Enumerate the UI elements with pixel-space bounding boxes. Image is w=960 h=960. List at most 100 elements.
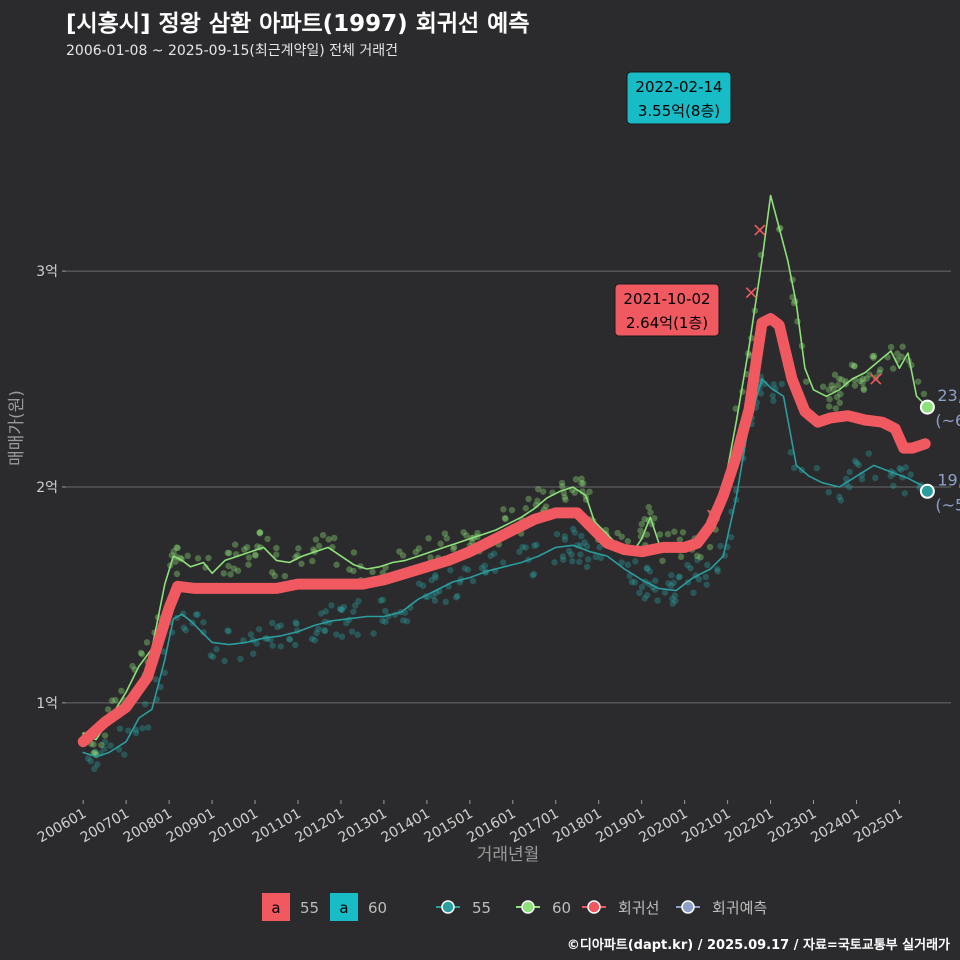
legend-label: 55 (472, 899, 491, 917)
transaction-point (118, 687, 125, 695)
transaction-point (870, 352, 878, 360)
transaction-point (348, 628, 356, 635)
transaction-point (636, 589, 643, 597)
legend-key-label (262, 893, 290, 921)
transaction-point (447, 567, 454, 574)
transaction-point (516, 548, 523, 555)
highlight-mark-layer (707, 224, 882, 521)
transaction-point (312, 536, 320, 543)
annotation-value: 3.55억(8층) (638, 102, 720, 120)
transaction-point (325, 536, 332, 543)
transaction-point (837, 497, 845, 504)
transaction-point (571, 489, 578, 496)
transaction-point (665, 580, 672, 587)
transaction-point (676, 536, 684, 543)
transaction-point (225, 562, 232, 570)
transaction-point (273, 551, 280, 558)
transaction-point (551, 559, 558, 566)
x-tick-label: 202501 (851, 806, 905, 847)
transaction-point (641, 595, 648, 602)
transaction-point (669, 595, 676, 602)
transaction-point (286, 636, 294, 643)
transaction-point (834, 382, 842, 389)
transaction-point (490, 550, 498, 557)
transaction-point (819, 383, 827, 390)
transaction-point (802, 378, 810, 385)
transaction-point (846, 483, 853, 491)
transaction-point (403, 617, 411, 625)
transaction-point (846, 468, 853, 476)
transaction-point (379, 617, 386, 624)
transaction-point (419, 582, 427, 589)
transaction-point (851, 362, 858, 370)
transaction-point (499, 559, 507, 566)
transaction-point (469, 577, 477, 585)
x-tick-label: 201001 (207, 806, 261, 847)
transaction-point (152, 676, 159, 683)
transaction-point (656, 531, 664, 538)
transaction-point (860, 385, 867, 392)
transaction-point (231, 541, 239, 548)
transaction-point (241, 546, 248, 553)
transaction-point (561, 536, 569, 543)
transaction-point (442, 598, 449, 606)
transaction-point (350, 567, 357, 575)
transaction-point (899, 343, 906, 350)
transaction-point (101, 732, 109, 739)
transaction-point (107, 742, 114, 749)
transaction-point (377, 597, 384, 604)
regression-line (77, 313, 931, 748)
transaction-point (902, 464, 909, 471)
transaction-point (268, 619, 276, 627)
transaction-point (399, 617, 407, 624)
endpoint-size-label: (~60㎡) (935, 411, 960, 430)
transaction-point (101, 738, 109, 746)
transaction-point (331, 534, 338, 542)
transaction-point (533, 541, 540, 549)
transaction-point (624, 561, 632, 568)
transaction-point (172, 558, 179, 565)
transaction-point (825, 386, 833, 393)
transaction-point (702, 573, 710, 581)
transaction-point (273, 544, 280, 552)
x-tick-label: 202101 (679, 806, 733, 847)
transaction-point (697, 554, 704, 561)
transaction-point (268, 569, 276, 576)
transaction-point (184, 552, 191, 560)
transaction-point (553, 530, 561, 538)
transaction-point (732, 405, 739, 412)
transaction-point (352, 602, 359, 609)
transaction-point (863, 375, 870, 382)
x-axis-title: 거래년월 (477, 845, 540, 865)
transaction-point (333, 561, 340, 568)
legend-key-glyph: a (271, 899, 280, 917)
transaction-point (322, 627, 329, 635)
transaction-point (194, 555, 202, 562)
endpoint-layer: 23,667 (~60㎡) 19,850 (~55㎡) (919, 386, 960, 514)
transaction-point (298, 560, 305, 567)
transaction-point (542, 503, 550, 510)
x-tick-label: 200901 (164, 806, 218, 847)
transaction-point (522, 505, 529, 512)
transaction-point (592, 553, 599, 561)
transaction-point (717, 542, 724, 550)
transaction-point (108, 697, 116, 704)
transaction-point (160, 648, 167, 655)
transaction-point (313, 629, 320, 637)
transaction-point (431, 597, 439, 604)
transaction-point (309, 557, 316, 565)
transaction-point (828, 382, 835, 389)
transaction-point (355, 597, 362, 605)
transaction-point (529, 572, 536, 579)
transaction-point (94, 761, 101, 768)
transaction-point (561, 494, 569, 501)
x-tick-label: 202301 (765, 806, 819, 847)
transaction-point (116, 725, 124, 732)
y-tick-label: 2억 (36, 480, 58, 496)
transaction-point (200, 619, 207, 626)
transaction-point (869, 353, 876, 360)
transaction-point (170, 548, 177, 555)
endpoint-value-label: 23,667 (937, 386, 960, 405)
transaction-point (230, 565, 238, 572)
transaction-point (531, 542, 538, 549)
